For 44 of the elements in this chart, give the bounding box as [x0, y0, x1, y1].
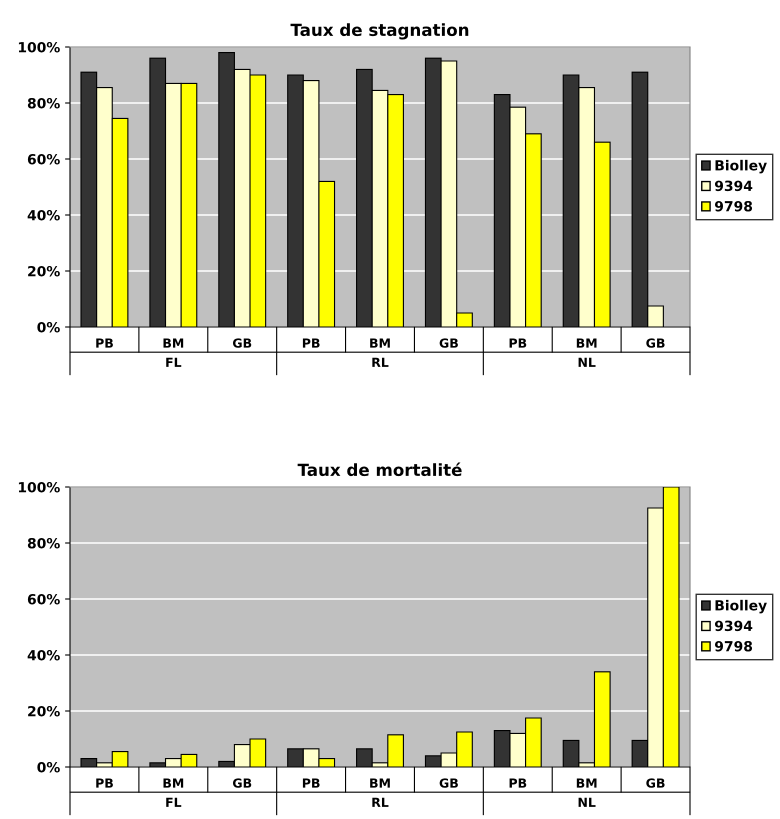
x-tick-label: PB — [96, 778, 113, 788]
text: RL — [372, 358, 388, 367]
x-tick-label: PB — [302, 338, 320, 348]
legend-label: Biolley — [716, 600, 767, 614]
y-tick-label: 20% — [28, 706, 60, 716]
x-tick-label: PB — [510, 338, 526, 348]
x-tick-label: GB — [440, 338, 458, 348]
x-tick-label: BM — [164, 338, 184, 348]
y-tick-label: 100% — [18, 482, 60, 492]
y-tick-label: 100% — [18, 42, 60, 52]
x-tick-label: BM — [576, 778, 596, 788]
legend-label: Biolley — [716, 160, 767, 174]
y-tick-label: 80% — [28, 98, 60, 108]
y-tick-label: 40% — [28, 210, 60, 220]
text: FL — [166, 358, 182, 367]
legend-label: 9394 — [714, 620, 752, 632]
y-tick-label: 0% — [37, 762, 60, 772]
legend-label: 9798 — [714, 640, 752, 652]
y-tick-label: 80% — [28, 538, 60, 548]
y-tick-label: 20% — [28, 266, 60, 276]
x-tick-label: PB — [302, 778, 320, 788]
x-tick-label: BM — [370, 778, 390, 788]
y-tick-label: 40% — [28, 650, 60, 660]
legend-label: 9394 — [714, 180, 752, 192]
y-tick-label: 0% — [37, 322, 60, 332]
text: RL — [372, 798, 388, 807]
text: NL — [578, 358, 596, 367]
x-tick-label: GB — [646, 338, 665, 348]
x-tick-label: BM — [370, 338, 390, 348]
x-tick-label: GB — [440, 778, 458, 788]
x-tick-label: BM — [576, 338, 596, 348]
chart-title: Taux de stagnation — [290, 23, 468, 40]
x-tick-label: GB — [232, 778, 252, 788]
text: NL — [578, 798, 596, 807]
x-tick-label: PB — [96, 338, 113, 348]
legend-label: 9798 — [714, 200, 752, 212]
chart-title: Taux de mortalité — [298, 462, 462, 476]
text: FL — [166, 798, 182, 807]
x-tick-label: BM — [164, 778, 184, 788]
x-tick-label: GB — [646, 778, 665, 788]
x-tick-label: GB — [232, 338, 252, 348]
y-tick-label: 60% — [28, 154, 60, 164]
x-tick-label: PB — [510, 778, 526, 788]
y-tick-label: 60% — [28, 594, 60, 604]
